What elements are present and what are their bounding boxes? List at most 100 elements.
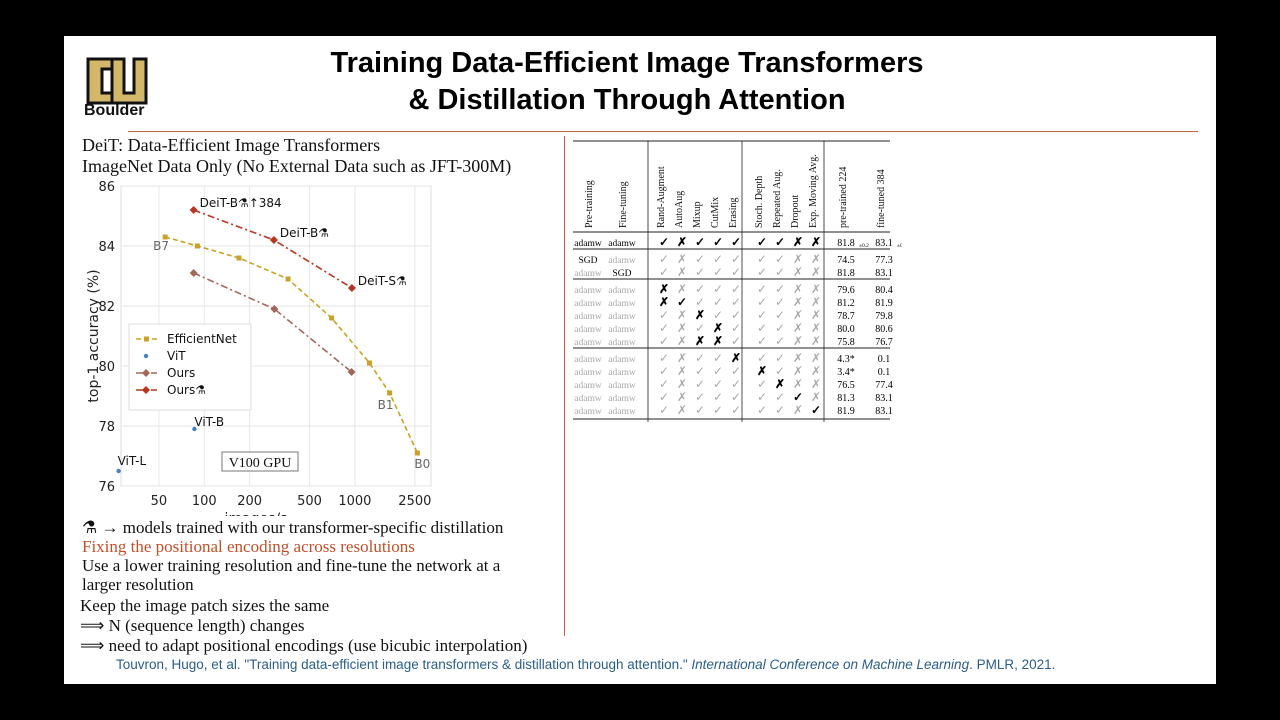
table-cell: ✓: [775, 334, 785, 348]
table-cell: adamw: [608, 312, 636, 322]
table-cell: ✗: [793, 265, 803, 279]
table-cell: adamw: [608, 338, 636, 348]
table-cell: ✗: [811, 334, 821, 348]
table-cell: adamw: [608, 239, 636, 249]
table-cell: ✓: [775, 295, 785, 309]
data-point: [269, 236, 278, 244]
legend-marker: [142, 386, 150, 394]
table-cell: ✓: [713, 390, 723, 404]
table-cell: ✓: [731, 364, 741, 378]
table-cell: ✓: [713, 364, 723, 378]
legend-label: EfficientNet: [167, 332, 237, 346]
table-cell: adamw: [574, 286, 602, 296]
legend-label: Ours⚗: [167, 383, 206, 397]
table-cell: ✗: [793, 252, 803, 266]
table-cell: ✓: [731, 403, 741, 417]
table-cell: 75.8: [837, 337, 855, 348]
table-cell: ✓: [695, 390, 705, 404]
data-point: [285, 276, 291, 282]
table-cell: ✗: [793, 321, 803, 335]
table-cell: 81.9: [875, 298, 893, 309]
data-point: [414, 450, 420, 456]
point-label: ViT-B: [194, 415, 224, 429]
point-label: DeiT-S⚗: [358, 274, 407, 288]
note-adapt-encodings: ⟹ need to adapt positional encodings (us…: [80, 636, 528, 655]
table-cell: ✓: [659, 252, 669, 266]
point-label: DeiT-B⚗↑384: [200, 196, 282, 210]
table-cell: adamw: [608, 394, 636, 404]
y-tick-label: 82: [98, 300, 115, 315]
table-cell: ✗: [757, 364, 767, 378]
table-cell: 81.3: [837, 393, 855, 404]
data-point: [270, 305, 279, 313]
table-cell: ✓: [731, 377, 741, 391]
table-cell: 4.3*: [837, 354, 855, 365]
note-distillation: ⚗ → models trained with our transformer-…: [82, 518, 504, 537]
table-header: pre-trained 224: [838, 167, 849, 228]
table-cell: ✓: [713, 308, 723, 322]
table-header: AutoAug: [674, 191, 685, 228]
table-cell: ✓: [775, 265, 785, 279]
table-cell: ✗: [811, 235, 821, 249]
table-cell: ✓: [757, 321, 767, 335]
data-point: [387, 390, 393, 396]
table-cell: 76.5: [837, 380, 855, 391]
table-header: CutMix: [710, 197, 721, 228]
table-cell: ✓: [775, 235, 785, 249]
table-cell: ✓: [659, 403, 669, 417]
table-cell: ✓: [793, 390, 803, 404]
table-cell: ✗: [811, 252, 821, 266]
table-cell: ✗: [793, 377, 803, 391]
column-divider: [564, 136, 565, 636]
data-point: [189, 269, 198, 277]
table-cell: ✗: [677, 235, 687, 249]
table-cell: adamw: [608, 299, 636, 309]
table-cell: 77.3: [875, 255, 893, 266]
table-cell: adamw: [608, 325, 636, 335]
x-tick-label: 500: [297, 494, 322, 509]
series-line: [164, 236, 419, 454]
ablation-table: Pre-training Fine-tuning Rand-Augment AutoA…: [573, 140, 902, 422]
table-cell: adamw: [574, 312, 602, 322]
table-cell: 81.8: [837, 238, 855, 249]
y-tick-label: 84: [98, 240, 115, 255]
table-cell: ✗: [793, 308, 803, 322]
table-cell: 80.4: [875, 285, 893, 296]
table-cell: ✗: [793, 334, 803, 348]
table-row: SGD adamw ✓ ✗ ✓ ✓ ✓ ✓ ✓ ✗ ✗ 74.5 77.3: [578, 252, 892, 266]
table-cell: 74.5: [837, 255, 855, 266]
table-cell: ✓: [757, 403, 767, 417]
x-tick-label: 100: [192, 494, 217, 509]
table-cell: ✓: [659, 377, 669, 391]
table-cell-std: ±0.1: [897, 243, 902, 249]
table-row: adamw adamw ✗ ✗ ✓ ✓ ✓ ✓ ✓ ✗ ✗ 79.6 80.4: [574, 282, 892, 296]
table-row: adamw adamw ✓ ✗ ✓ ✓ ✓ ✗ ✓ ✗ ✗ 3.4* 0.1: [574, 364, 890, 378]
table-cell: ✓: [659, 265, 669, 279]
table-cell: ✓: [757, 235, 767, 249]
table-cell: 80.6: [875, 324, 893, 335]
table-cell: ✓: [731, 252, 741, 266]
y-tick-label: 80: [98, 360, 115, 375]
logo-text: Boulder: [84, 102, 145, 119]
legend-marker: [142, 369, 150, 377]
note-sequence-length: ⟹ N (sequence length) changes: [80, 616, 305, 635]
table-cell: ✓: [713, 282, 723, 296]
table-cell: ✓: [775, 351, 785, 365]
table-cell: ✗: [793, 403, 803, 417]
table-header: Exp. Moving Avg.: [808, 154, 819, 228]
x-tick-label: 200: [237, 494, 262, 509]
point-label: B7: [153, 239, 169, 253]
table-cell: adamw: [574, 407, 602, 417]
x-tick-label: 1000: [338, 494, 371, 509]
table-cell: ✗: [677, 390, 687, 404]
table-cell: 83.1: [875, 268, 893, 279]
table-row: adamw adamw ✓ ✗ ✓ ✗ ✓ ✓ ✓ ✗ ✗ 80.0 80.6: [574, 321, 892, 335]
x-tick-label: 2500: [398, 494, 431, 509]
table-row: adamw adamw ✓ ✗ ✗ ✗ ✓ ✓ ✓ ✗ ✗ 75.8 76.7: [574, 334, 892, 348]
legend-label: Ours: [167, 366, 195, 380]
table-cell: ✓: [757, 390, 767, 404]
data-point: [367, 360, 373, 366]
data-point: [347, 284, 356, 292]
point-label: B0: [414, 457, 430, 471]
citation-venue: International Conference on Machine Lear…: [691, 657, 970, 672]
